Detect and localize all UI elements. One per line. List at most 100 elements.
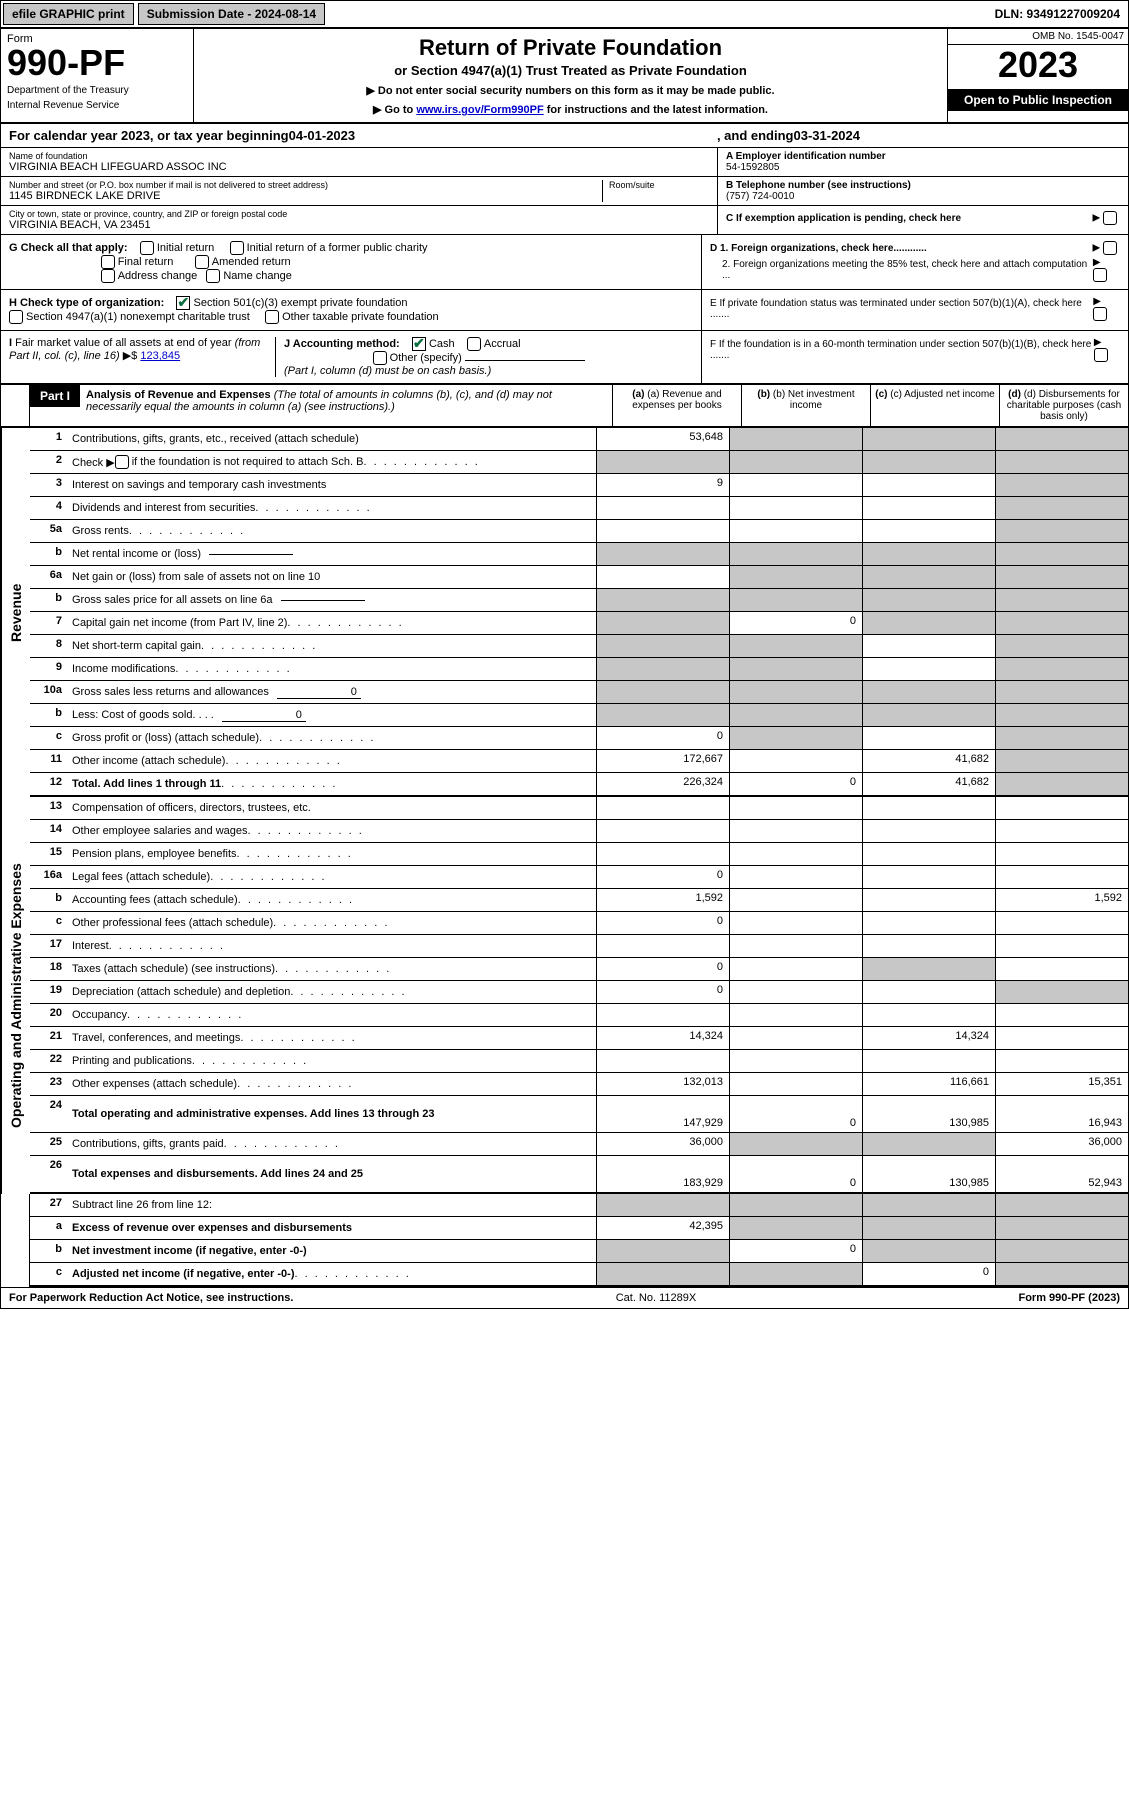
part1-title: Analysis of Revenue and Expenses: [86, 389, 271, 401]
initial-return-checkbox[interactable]: [140, 241, 154, 255]
row-3-a: 9: [596, 474, 729, 496]
row-7-desc: Capital gain net income (from Part IV, l…: [68, 612, 596, 634]
name-change-checkbox[interactable]: [206, 269, 220, 283]
form-title: Return of Private Foundation: [204, 35, 937, 61]
addr-label: Number and street (or P.O. box number if…: [9, 180, 596, 190]
row-24-a: 147,929: [596, 1096, 729, 1132]
row-27a-desc: Excess of revenue over expenses and disb…: [68, 1217, 596, 1239]
efile-print-button[interactable]: efile GRAPHIC print: [3, 3, 134, 25]
foreign-org-checkbox[interactable]: [1103, 241, 1117, 255]
open-public-badge: Open to Public Inspection: [948, 89, 1128, 111]
header-left: Form 990-PF Department of the Treasury I…: [1, 29, 194, 122]
row-23-desc: Other expenses (attach schedule): [68, 1073, 596, 1095]
col-a-text: (a) Revenue and expenses per books: [632, 389, 722, 411]
row-17-desc: Interest: [68, 935, 596, 957]
h-opt-2: Section 4947(a)(1) nonexempt charitable …: [26, 311, 250, 323]
row-8-desc: Net short-term capital gain: [68, 635, 596, 657]
col-c-head: (c) (c) Adjusted net income: [870, 385, 999, 426]
final-return-checkbox[interactable]: [101, 255, 115, 269]
4947a1-checkbox[interactable]: [9, 310, 23, 324]
col-a-head: (a) (a) Revenue and expenses per books: [612, 385, 741, 426]
info-row-1: Name of foundation VIRGINIA BEACH LIFEGU…: [1, 148, 1128, 235]
row-2: 2 Check ▶ if the foundation is not requi…: [30, 451, 1128, 474]
row-27a-a: 42,395: [596, 1217, 729, 1239]
street-address: 1145 BIRDNECK LAKE DRIVE: [9, 190, 596, 202]
h-opt-3: Other taxable private foundation: [282, 311, 439, 323]
row-16c-a: 0: [596, 912, 729, 934]
j-note: (Part I, column (d) must be on cash basi…: [284, 365, 491, 377]
row-4-desc: Dividends and interest from securities: [68, 497, 596, 519]
row-1-a: 53,648: [596, 428, 729, 450]
submission-date-label: Submission Date - 2024-08-14: [138, 3, 325, 25]
row-16a-desc: Legal fees (attach schedule): [68, 866, 596, 888]
row-22-desc: Printing and publications: [68, 1050, 596, 1072]
row-12-b: 0: [729, 773, 862, 795]
row-24-b: 0: [729, 1096, 862, 1132]
revenue-section: Revenue 1 Contributions, gifts, grants, …: [1, 428, 1128, 797]
60month-checkbox[interactable]: [1094, 348, 1108, 362]
instr-line-1: ▶ Do not enter social security numbers o…: [204, 84, 937, 97]
row-24-d: 16,943: [995, 1096, 1128, 1132]
row-26-d: 52,943: [995, 1156, 1128, 1192]
j-other: Other (specify): [390, 352, 462, 364]
foundation-name: VIRGINIA BEACH LIFEGUARD ASSOC INC: [9, 161, 709, 173]
phone-value: (757) 724-0010: [726, 191, 1120, 202]
row-5a-desc: Gross rents: [68, 520, 596, 542]
part1-label: Part I: [30, 385, 80, 407]
col-d-text: (d) Disbursements for charitable purpose…: [1007, 389, 1122, 422]
row-12-c: 41,682: [862, 773, 995, 795]
form990pf-link[interactable]: www.irs.gov/Form990PF: [416, 104, 543, 116]
checks-row-g: G Check all that apply: Initial return I…: [1, 235, 1128, 290]
g-opt-5: Name change: [223, 270, 292, 282]
row-18-desc: Taxes (attach schedule) (see instruction…: [68, 958, 596, 980]
accrual-checkbox[interactable]: [467, 337, 481, 351]
row-27c-desc: Adjusted net income (if negative, enter …: [68, 1263, 596, 1285]
footer-right: Form 990-PF (2023): [1018, 1292, 1120, 1304]
cal-end: 03-31-2024: [794, 128, 861, 143]
row-27b-b: 0: [729, 1240, 862, 1262]
other-method-checkbox[interactable]: [373, 351, 387, 365]
row-10b-inline: 0: [222, 709, 306, 722]
cash-checkbox[interactable]: [412, 337, 426, 351]
row-14-desc: Other employee salaries and wages: [68, 820, 596, 842]
g-opt-1: Initial return of a former public charit…: [247, 242, 428, 254]
instr2-post: for instructions and the latest informat…: [544, 104, 768, 116]
schb-checkbox[interactable]: [115, 455, 129, 469]
calendar-year-row: For calendar year 2023, or tax year begi…: [1, 124, 1128, 148]
row-18-a: 0: [596, 958, 729, 980]
irs-text: Internal Revenue Service: [7, 100, 187, 111]
row-25-a: 36,000: [596, 1133, 729, 1155]
row-1-desc: Contributions, gifts, grants, etc., rece…: [68, 428, 596, 450]
row-26-b: 0: [729, 1156, 862, 1192]
ein-value: 54-1592805: [726, 162, 1120, 173]
g-opt-0: Initial return: [157, 242, 214, 254]
col-d-head: (d) (d) Disbursements for charitable pur…: [999, 385, 1128, 426]
address-change-checkbox[interactable]: [101, 269, 115, 283]
amended-return-checkbox[interactable]: [195, 255, 209, 269]
other-taxable-checkbox[interactable]: [265, 310, 279, 324]
cal-pre: For calendar year 2023, or tax year begi…: [9, 128, 289, 143]
h-opt-1: Section 501(c)(3) exempt private foundat…: [193, 297, 407, 309]
501c3-checkbox[interactable]: [176, 296, 190, 310]
form-container: efile GRAPHIC print Submission Date - 20…: [0, 0, 1129, 1309]
row-10b-desc: Less: Cost of goods sold . . . . 0: [68, 704, 596, 726]
terminated-checkbox[interactable]: [1093, 307, 1107, 321]
city-label: City or town, state or province, country…: [9, 209, 709, 219]
row-24-c: 130,985: [862, 1096, 995, 1132]
row-25-desc: Contributions, gifts, grants paid: [68, 1133, 596, 1155]
row-10c-desc: Gross profit or (loss) (attach schedule): [68, 727, 596, 749]
pending-checkbox[interactable]: [1103, 211, 1117, 225]
row-16c-desc: Other professional fees (attach schedule…: [68, 912, 596, 934]
d2-label: 2. Foreign organizations meeting the 85%…: [710, 259, 1093, 281]
row-7-b: 0: [729, 612, 862, 634]
row-5b-desc: Net rental income or (loss): [68, 543, 596, 565]
row-23-c: 116,661: [862, 1073, 995, 1095]
footer: For Paperwork Reduction Act Notice, see …: [1, 1287, 1128, 1308]
row-9-desc: Income modifications: [68, 658, 596, 680]
row-26-a: 183,929: [596, 1156, 729, 1192]
g-opt-2: Final return: [118, 256, 174, 268]
j-cash: Cash: [429, 338, 455, 350]
row-6a-desc: Net gain or (loss) from sale of assets n…: [68, 566, 596, 588]
foreign-85-checkbox[interactable]: [1093, 268, 1107, 282]
initial-return-former-checkbox[interactable]: [230, 241, 244, 255]
